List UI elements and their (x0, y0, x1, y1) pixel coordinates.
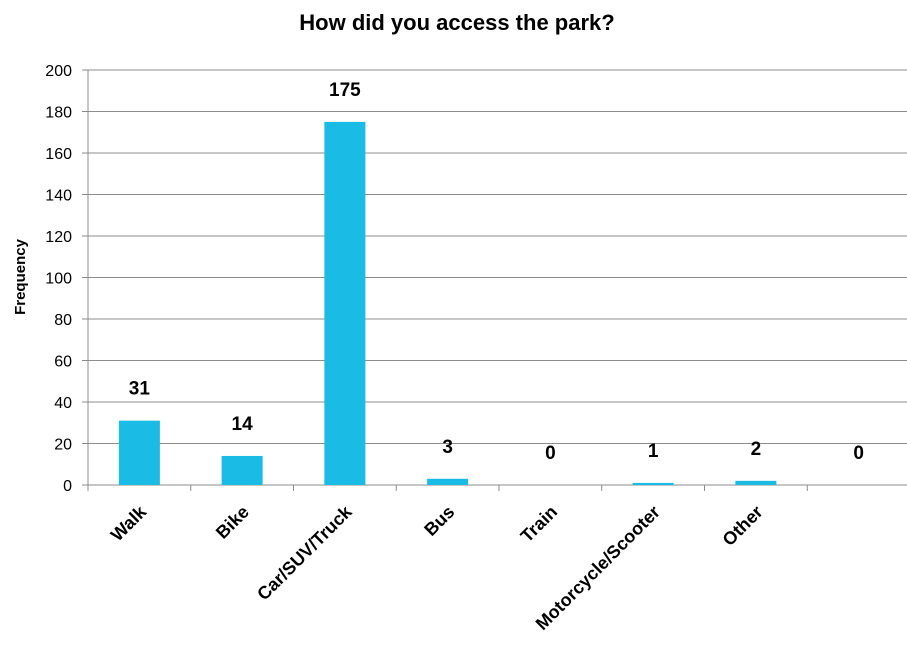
y-tick-label: 200 (45, 63, 72, 80)
x-tick-label: Other (719, 502, 767, 550)
data-label: 31 (129, 379, 151, 400)
data-label: 0 (853, 443, 864, 464)
y-tick-label: 180 (45, 105, 72, 122)
y-tick-label: 120 (45, 229, 72, 246)
y-tick-label: 0 (63, 478, 72, 495)
gridlines (88, 69, 907, 444)
data-label: 175 (329, 80, 361, 101)
y-tick-label: 60 (54, 354, 72, 371)
y-tick-label: 160 (45, 146, 72, 163)
y-tick-label: 80 (54, 312, 72, 329)
y-tick-label: 40 (54, 395, 72, 412)
bar (632, 482, 674, 485)
data-label: 1 (648, 441, 659, 462)
x-tick-label: Train (517, 502, 562, 547)
y-tick-label: 100 (45, 271, 72, 288)
bar (735, 480, 777, 485)
x-tick-label: Walk (107, 501, 151, 545)
chart-title: How did you access the park? (299, 10, 614, 35)
bar (221, 455, 263, 485)
bar (427, 478, 469, 485)
data-label: 0 (545, 443, 556, 464)
data-labels: 31 14 175 3 0 1 2 0 (129, 80, 864, 464)
y-axis-label: Frequency (12, 238, 29, 315)
bars (118, 121, 777, 485)
y-tick-label: 140 (45, 188, 72, 205)
bar (118, 420, 160, 485)
x-tick-label: Bike (212, 502, 253, 543)
x-tick-label: Bus (420, 502, 458, 540)
bar (324, 121, 366, 485)
x-tick-label: Car/SUV/Truck (253, 501, 356, 604)
y-tick-label: 20 (54, 437, 72, 454)
data-label: 3 (442, 437, 453, 458)
data-label: 14 (232, 414, 254, 435)
data-label: 2 (751, 439, 762, 460)
